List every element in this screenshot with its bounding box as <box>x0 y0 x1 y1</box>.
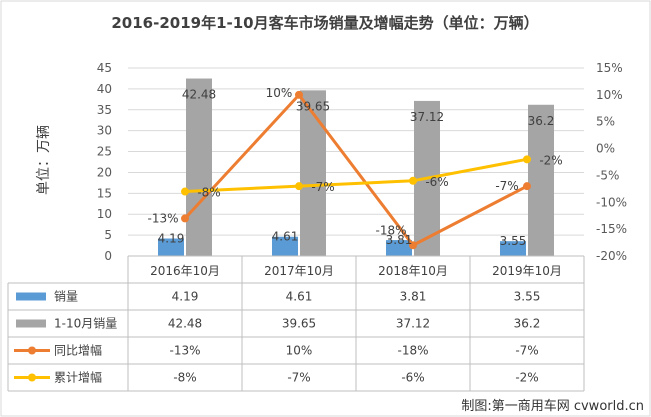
ytd-sales-label: 36.2 <box>528 114 555 128</box>
legend-label: 累计增幅 <box>54 370 102 385</box>
y2-tick-label: 5% <box>596 115 615 129</box>
table-cell: -13% <box>169 344 200 358</box>
yoy-point <box>181 214 189 223</box>
y-tick-label: 25 <box>97 145 112 159</box>
y2-tick-label: -5% <box>596 168 619 182</box>
sales-label: 3.81 <box>386 233 413 247</box>
legend-swatch <box>16 319 46 328</box>
category-label: 2018年10月 <box>378 264 448 278</box>
y-tick-label: 30 <box>97 124 112 138</box>
yoy-point <box>409 241 417 250</box>
cumulative-line <box>184 157 528 194</box>
y-axis-ticks: 45 40 35 30 25 20 15 10 5 0 <box>97 61 112 263</box>
table-cell: 36.2 <box>514 317 541 331</box>
sales-label: 4.61 <box>272 230 299 244</box>
cumulative-label: -7% <box>311 180 334 194</box>
ytd-sales-label: 42.48 <box>182 88 216 102</box>
table-cell: -2% <box>515 371 538 385</box>
y-tick-label: 35 <box>97 103 112 117</box>
cumulative-label: -6% <box>425 175 448 189</box>
cumulative-point <box>409 176 417 185</box>
table-cell: 4.19 <box>172 290 199 304</box>
table-cell: -7% <box>287 371 310 385</box>
y2-axis-ticks: 15% 10% 5% 0% -5% -10% -15% -20% <box>596 61 627 263</box>
y-axis-label: 单位：万辆 <box>36 125 52 195</box>
table-cell: 37.12 <box>396 317 430 331</box>
sales-bar <box>158 238 184 256</box>
legend-swatch-marker <box>28 346 36 355</box>
chart-title: 2016-2019年1-10月客车市场销量及增幅走势（单位：万辆） <box>111 14 538 32</box>
yoy-label: 10% <box>266 86 293 100</box>
y2-tick-label: 10% <box>596 88 623 102</box>
cumulative-point <box>523 155 531 164</box>
ytd-sales-bar <box>186 78 212 256</box>
y-tick-label: 0 <box>104 249 112 263</box>
sales-label: 3.55 <box>500 234 527 248</box>
data-labels: 42.48 39.65 37.12 36.2 4.19 4.61 3.81 3.55 -13% 1… <box>147 86 562 248</box>
sales-label: 4.19 <box>158 231 185 245</box>
y-tick-label: 15 <box>97 186 112 200</box>
yoy-line <box>183 93 528 247</box>
ytd-sales-bar <box>528 104 554 257</box>
category-label: 2017年10月 <box>264 264 334 278</box>
sales-bar <box>386 240 412 256</box>
ytd-sales-label: 39.65 <box>296 99 330 113</box>
legend-label: 同比增幅 <box>54 343 102 358</box>
table-cell: 39.65 <box>282 317 316 331</box>
cumulative-label: -8% <box>197 186 220 200</box>
y2-tick-label: -15% <box>596 222 627 236</box>
yoy-point <box>295 90 303 99</box>
y-tick-label: 45 <box>97 61 112 75</box>
y2-tick-label: -20% <box>596 249 627 263</box>
sales-bar <box>500 241 526 256</box>
y-tick-label: 40 <box>97 82 112 96</box>
credit-text: 制图:第一商用车网 cvworld.cn <box>461 398 644 414</box>
legend-swatch <box>16 292 46 301</box>
table-cell: 42.48 <box>168 317 202 331</box>
table-cell: 3.81 <box>400 290 427 304</box>
y-tick-label: 5 <box>104 228 112 242</box>
yoy-label: -13% <box>147 211 178 225</box>
category-label: 2019年10月 <box>492 264 562 278</box>
y2-tick-label: -10% <box>596 195 627 209</box>
yoy-point <box>523 182 531 191</box>
ytd-sales-bar <box>300 90 326 257</box>
y2-tick-label: 15% <box>596 61 623 75</box>
cumulative-label: -2% <box>539 153 562 167</box>
table-cell: 3.55 <box>514 290 541 304</box>
legend-label: 1-10月销量 <box>54 317 117 331</box>
table-cell: -8% <box>173 371 196 385</box>
table-cell: 4.61 <box>286 290 313 304</box>
table-cell: -7% <box>515 344 538 358</box>
cumulative-point <box>295 182 303 191</box>
category-label: 2016年10月 <box>150 264 220 278</box>
bars <box>158 78 554 257</box>
cumulative-point <box>181 187 189 196</box>
legend-label: 销量 <box>54 290 78 304</box>
y-tick-label: 20 <box>97 165 112 179</box>
lines <box>181 90 531 250</box>
sales-bar <box>272 236 298 256</box>
ytd-sales-label: 37.12 <box>410 110 444 124</box>
y-tick-label: 10 <box>97 207 112 221</box>
table-cell: 10% <box>286 344 313 358</box>
legend-swatch-marker <box>28 373 36 382</box>
y2-tick-label: 0% <box>596 142 615 156</box>
table-cell: -18% <box>397 344 428 358</box>
table-cell: -6% <box>401 371 424 385</box>
yoy-label: -18% <box>375 223 406 237</box>
yoy-label: -7% <box>495 179 518 193</box>
